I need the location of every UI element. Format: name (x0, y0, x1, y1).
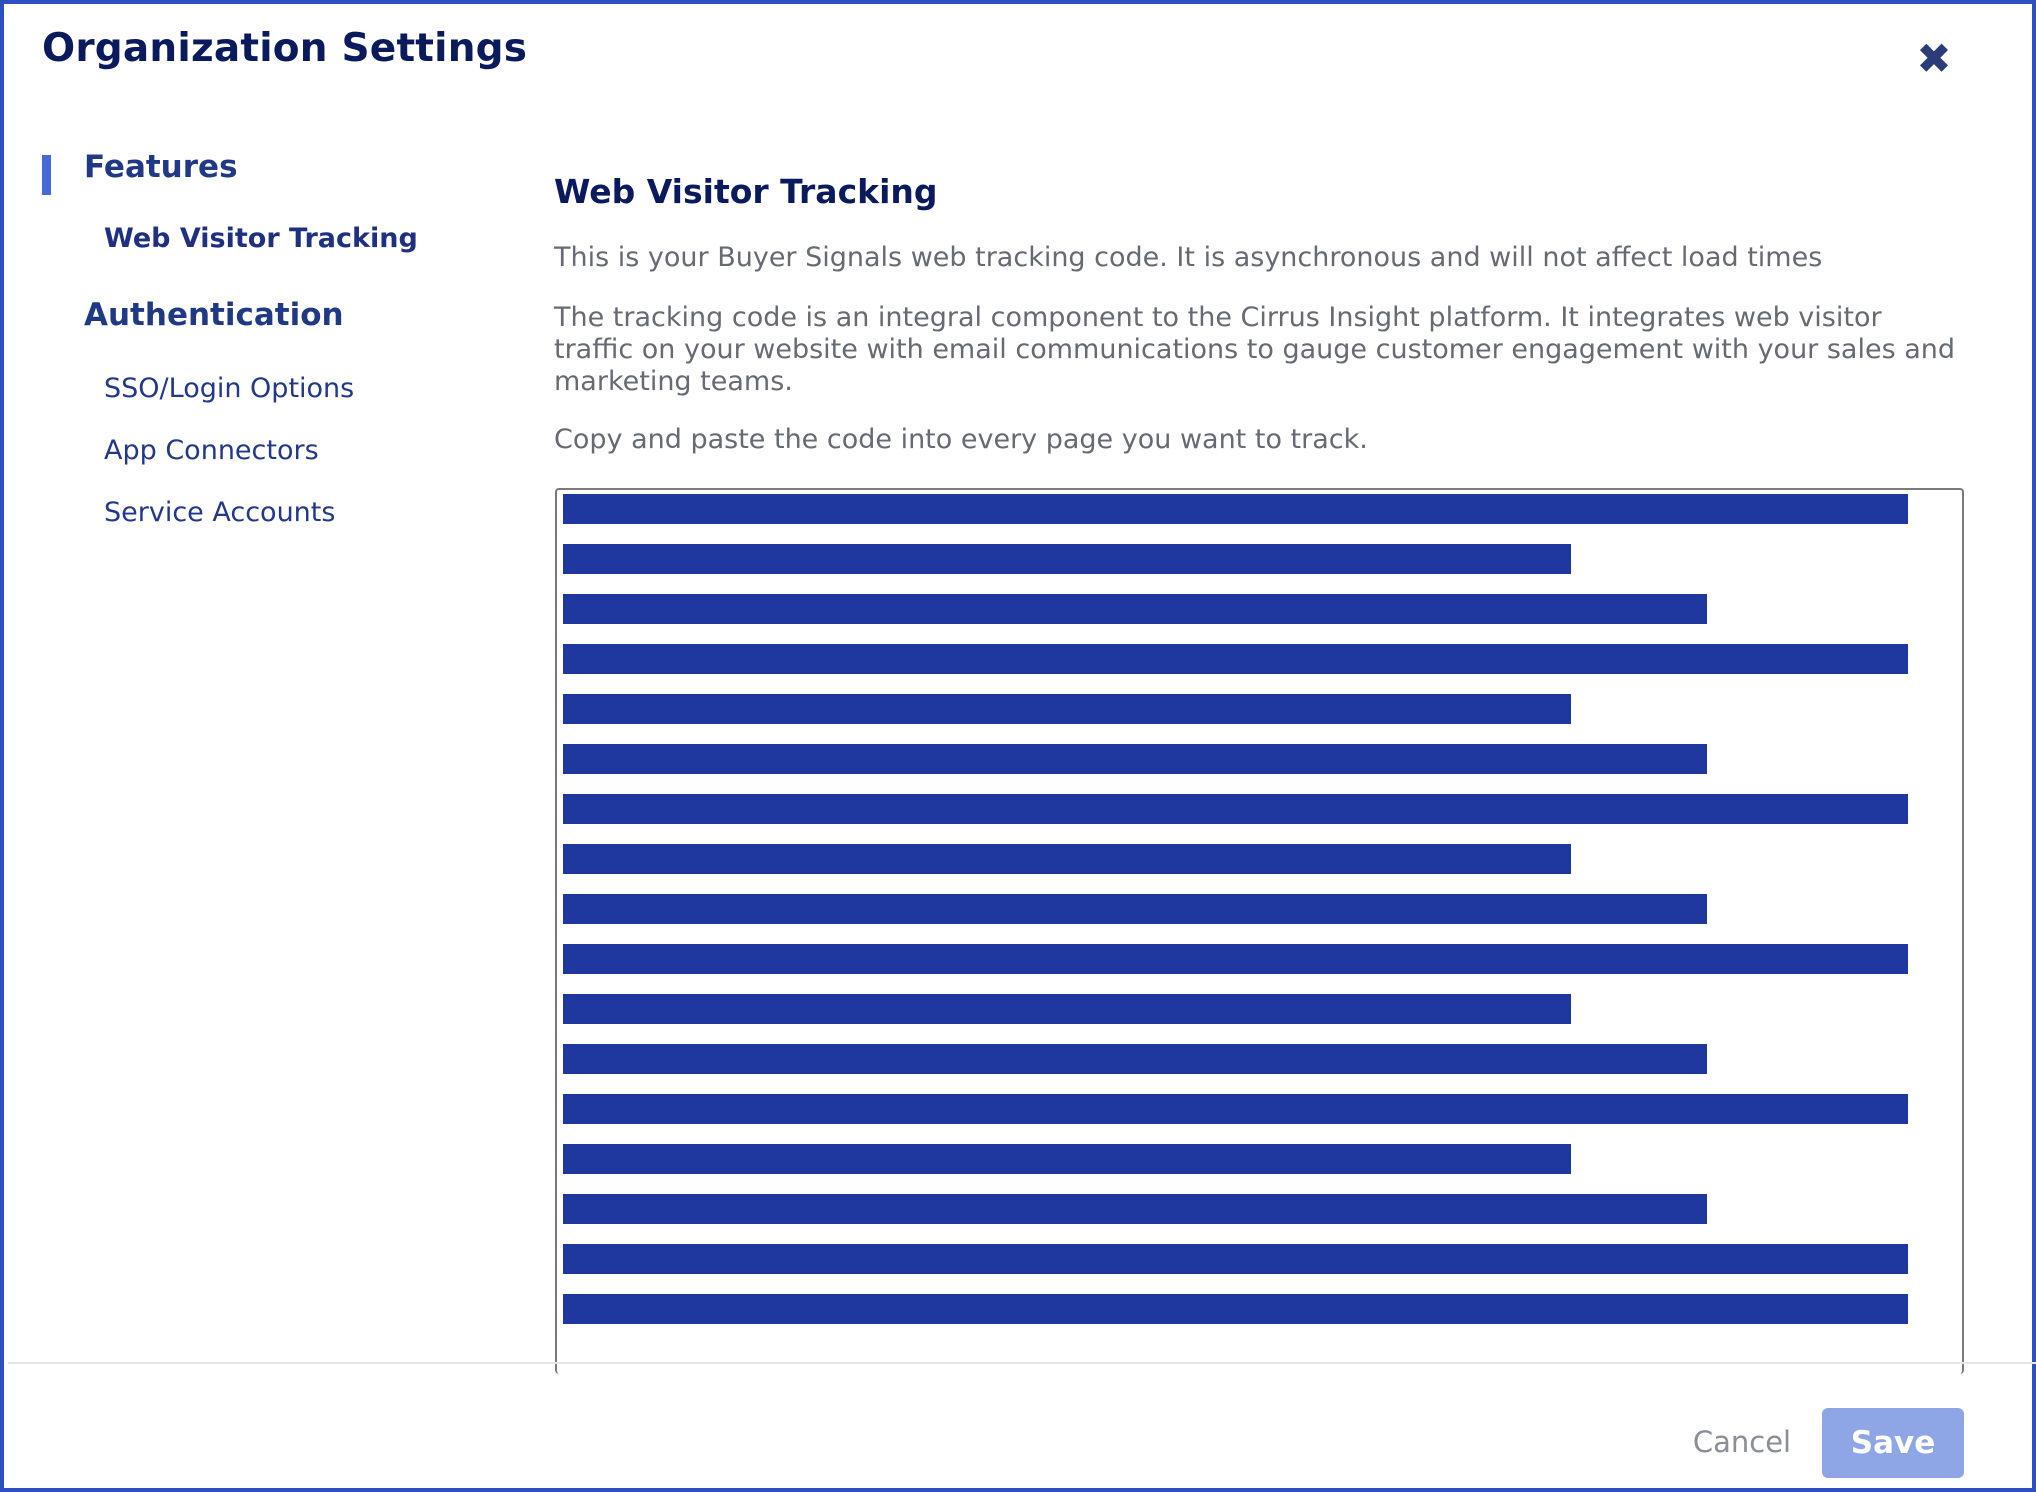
cancel-button[interactable]: Cancel (1692, 1425, 1792, 1459)
description-paragraph: This is your Buyer Signals web tracking … (554, 242, 1823, 273)
sidebar-item-service-accounts[interactable]: Service Accounts (104, 497, 336, 528)
redacted-code-line (563, 594, 1707, 624)
redacted-code-line (563, 944, 1908, 974)
redacted-code-line (563, 644, 1908, 674)
save-button[interactable]: Save (1822, 1408, 1964, 1478)
footer-divider (8, 1362, 2036, 1364)
redacted-code-line (563, 744, 1707, 774)
redacted-code-line (563, 844, 1571, 874)
redacted-code-line (563, 1144, 1571, 1174)
sidebar-item-web-visitor-tracking[interactable]: Web Visitor Tracking (104, 223, 418, 254)
redacted-code-line (563, 1094, 1908, 1124)
redacted-code-line (563, 1294, 1908, 1324)
nav-group-label: Authentication (84, 297, 344, 333)
instructions-paragraph: Copy and paste the code into every page … (554, 424, 1368, 455)
integration-paragraph: The tracking code is an integral compone… (554, 302, 1956, 397)
sidebar-item-app-connectors[interactable]: App Connectors (104, 435, 319, 466)
redacted-code-line (563, 694, 1571, 724)
redacted-code-line (563, 1194, 1707, 1224)
redacted-code-line (563, 1244, 1908, 1274)
active-group-indicator (42, 155, 51, 195)
modal-title: Organization Settings (42, 26, 528, 71)
redacted-code-line (563, 494, 1908, 524)
close-button[interactable]: ✖ (1909, 34, 1959, 84)
nav-group-label: Features (84, 149, 238, 185)
redacted-code-line (563, 544, 1571, 574)
redacted-code-line (563, 1044, 1707, 1074)
sidebar-item-sso-login-options[interactable]: SSO/Login Options (104, 373, 355, 404)
redacted-code-line (563, 994, 1571, 1024)
redacted-code-line (563, 794, 1908, 824)
section-title: Web Visitor Tracking (554, 172, 938, 211)
tracking-code-textarea[interactable] (555, 488, 1964, 1374)
redacted-code-line (563, 894, 1707, 924)
close-icon: ✖ (1916, 34, 1952, 83)
